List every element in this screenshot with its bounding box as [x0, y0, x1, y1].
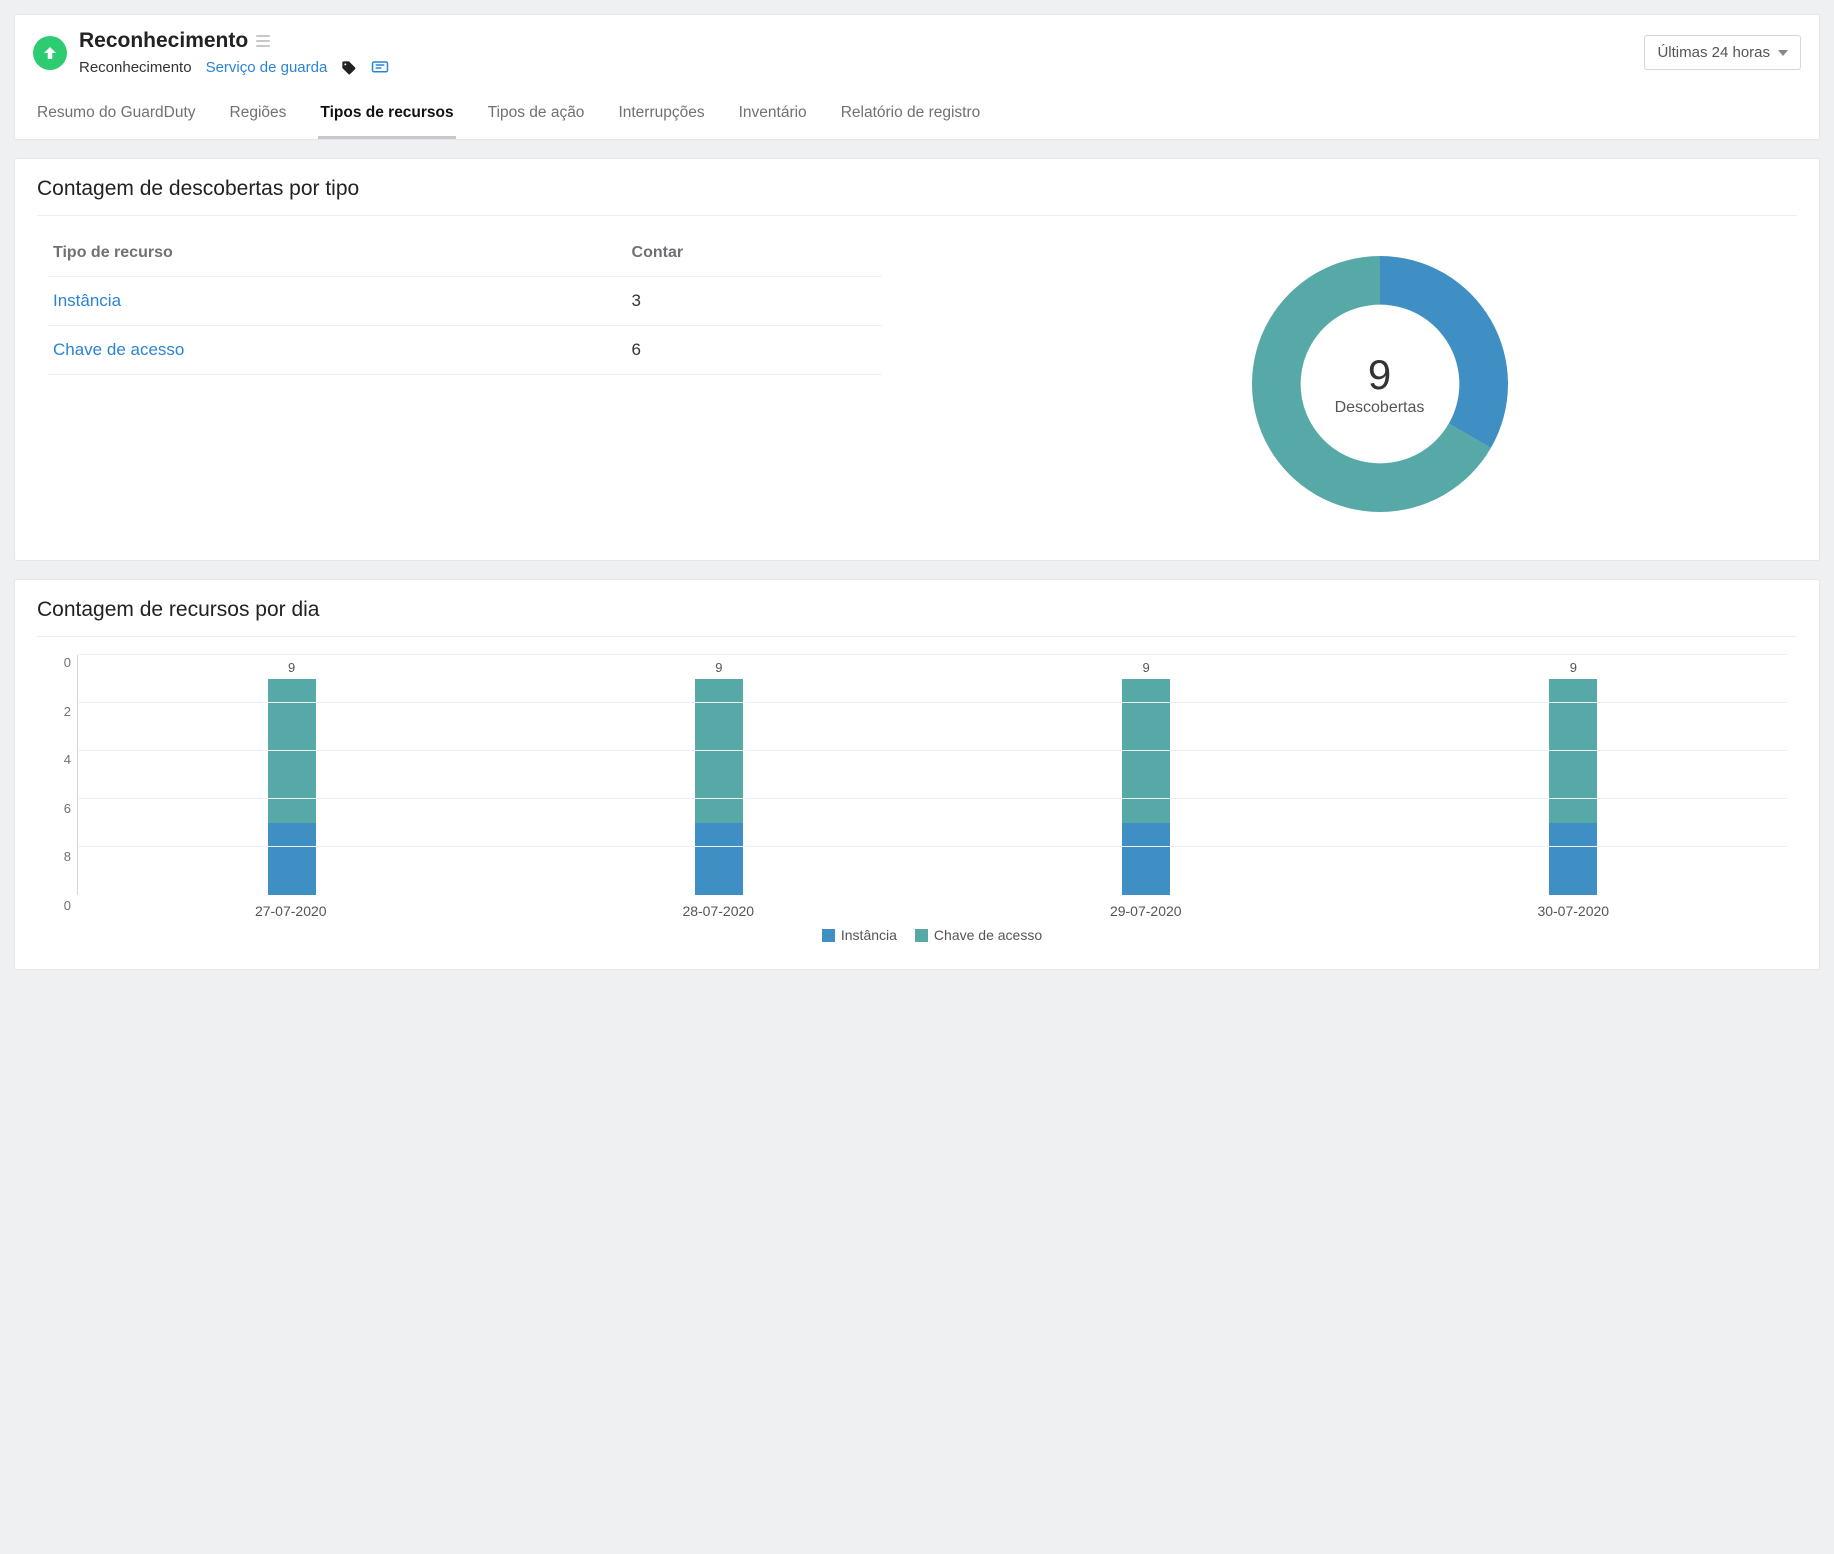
service-link[interactable]: Serviço de guarda	[206, 59, 328, 76]
chevron-down-icon	[1778, 50, 1788, 56]
x-tick-label: 28-07-2020	[530, 903, 906, 919]
bar-total-label: 9	[1143, 660, 1150, 675]
donut-chart: 9 Descobertas	[1250, 254, 1510, 514]
bar-stack	[1122, 679, 1170, 895]
bar-total-label: 9	[715, 660, 722, 675]
bar-segment	[1549, 823, 1597, 895]
findings-by-type-panel: Contagem de descobertas por tipo Tipo de…	[14, 158, 1820, 561]
bar-segment	[1122, 823, 1170, 895]
title-menu-icon[interactable]	[256, 35, 270, 47]
y-tick-label: 6	[37, 801, 71, 816]
bar-chart: 0 2 4 6 8 0 9 9 9 9 27-07-2020 28-07-2020 29-07-20…	[37, 655, 1797, 943]
gridline	[78, 798, 1787, 799]
bar-group: 9	[104, 660, 480, 895]
bar-segment	[695, 679, 743, 823]
resource-type-link[interactable]: Chave de acesso	[47, 326, 626, 375]
header-card: Reconhecimento Reconhecimento Serviço de…	[14, 14, 1820, 140]
resource-count: 6	[626, 326, 882, 375]
bar-segment	[268, 823, 316, 895]
y-tick-label: 4	[37, 752, 71, 767]
tag-icon[interactable]	[341, 60, 357, 76]
tab-1[interactable]: Regiões	[228, 94, 289, 139]
tab-2[interactable]: Tipos de recursos	[318, 94, 455, 139]
legend-swatch	[822, 929, 835, 942]
comment-icon[interactable]	[371, 60, 389, 76]
legend-item: Chave de acesso	[915, 927, 1042, 943]
tab-bar: Resumo do GuardDuty Regiões Tipos de recur…	[33, 94, 1801, 139]
panel2-title: Contagem de recursos por dia	[37, 598, 1797, 637]
panel1-title: Contagem de descobertas por tipo	[37, 177, 1797, 216]
tab-3[interactable]: Tipos de ação	[486, 94, 587, 139]
col-resource-type: Tipo de recurso	[47, 234, 626, 277]
bar-segment	[1122, 679, 1170, 823]
findings-table: Tipo de recurso Contar Instância3Chave d…	[47, 234, 882, 375]
bar-group: 9	[1385, 660, 1761, 895]
table-row: Instância3	[47, 277, 882, 326]
bar-stack	[1549, 679, 1597, 895]
legend-label: Chave de acesso	[934, 927, 1042, 943]
legend-swatch	[915, 929, 928, 942]
bar-group: 9	[958, 660, 1334, 895]
tab-5[interactable]: Inventário	[737, 94, 809, 139]
legend-item: Instância	[822, 927, 897, 943]
resource-type-link[interactable]: Instância	[47, 277, 626, 326]
bar-stack	[695, 679, 743, 895]
breadcrumb: Reconhecimento	[79, 59, 192, 76]
table-row: Chave de acesso6	[47, 326, 882, 375]
tab-0[interactable]: Resumo do GuardDuty	[35, 94, 198, 139]
col-count: Contar	[626, 234, 882, 277]
gridline	[78, 750, 1787, 751]
bar-group: 9	[531, 660, 907, 895]
tab-6[interactable]: Relatório de registro	[839, 94, 983, 139]
time-range-label: Últimas 24 horas	[1657, 44, 1770, 61]
y-tick-label: 2	[37, 704, 71, 719]
bar-stack	[268, 679, 316, 895]
donut-slice	[1380, 256, 1508, 448]
gridline	[78, 702, 1787, 703]
y-tick-label: 0	[37, 898, 71, 913]
gridline	[78, 654, 1787, 655]
time-range-selector[interactable]: Últimas 24 horas	[1644, 35, 1801, 70]
page-title: Reconhecimento	[79, 29, 248, 53]
y-tick-label: 8	[37, 849, 71, 864]
x-tick-label: 27-07-2020	[103, 903, 479, 919]
bar-total-label: 9	[1570, 660, 1577, 675]
legend-label: Instância	[841, 927, 897, 943]
bar-segment	[268, 679, 316, 823]
x-tick-label: 29-07-2020	[958, 903, 1334, 919]
gridline	[78, 846, 1787, 847]
status-up-icon	[33, 36, 67, 70]
bar-segment	[695, 823, 743, 895]
bar-segment	[1549, 679, 1597, 823]
bar-total-label: 9	[288, 660, 295, 675]
resource-count: 3	[626, 277, 882, 326]
resources-per-day-panel: Contagem de recursos por dia 0 2 4 6 8 0 9 9 9 9…	[14, 579, 1820, 970]
tab-4[interactable]: Interrupções	[616, 94, 706, 139]
y-tick-label: 0	[37, 655, 71, 670]
x-tick-label: 30-07-2020	[1385, 903, 1761, 919]
